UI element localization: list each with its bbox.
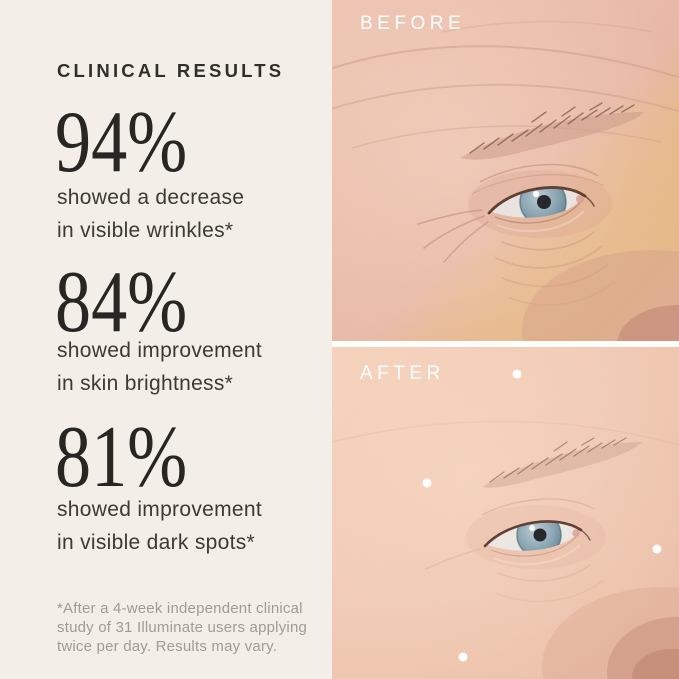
stat-desc-line: in visible dark spots* bbox=[57, 531, 256, 554]
stat-desc-line: in skin brightness* bbox=[57, 372, 234, 395]
stat-value-wrinkles: 94% bbox=[55, 94, 188, 191]
stat-value-brightness: 84% bbox=[55, 254, 188, 351]
footnote-line: *After a 4-week independent clinical bbox=[57, 600, 303, 617]
footnote: *After a 4-week independent clinical stu… bbox=[57, 599, 307, 656]
after-eye-illustration bbox=[332, 347, 679, 679]
sparkle-dot-icon bbox=[512, 369, 522, 379]
results-panel: CLINICAL RESULTS 94% showed a decrease i… bbox=[0, 0, 332, 679]
panel-heading: CLINICAL RESULTS bbox=[57, 60, 285, 81]
stat-desc-brightness: showed improvement in skin brightness* bbox=[57, 334, 262, 400]
before-photo: BEFORE bbox=[332, 0, 679, 341]
sparkle-dot-icon bbox=[458, 652, 468, 662]
stat-desc-line: showed improvement bbox=[57, 339, 262, 362]
sparkle-dots bbox=[332, 347, 679, 679]
footnote-line: study of 31 Illuminate users applying bbox=[57, 619, 308, 636]
after-label: AFTER bbox=[360, 363, 445, 384]
before-label: BEFORE bbox=[360, 13, 466, 34]
stat-value-dark-spots: 81% bbox=[55, 409, 188, 506]
stat-desc-wrinkles: showed a decrease in visible wrinkles* bbox=[57, 181, 244, 247]
after-photo: AFTER bbox=[332, 347, 679, 679]
stat-desc-line: in visible wrinkles* bbox=[57, 219, 234, 242]
stat-desc-dark-spots: showed improvement in visible dark spots… bbox=[57, 493, 262, 559]
sparkle-dot-icon bbox=[652, 544, 662, 554]
footnote-line: twice per day. Results may vary. bbox=[57, 638, 278, 655]
photo-divider bbox=[332, 341, 679, 347]
sparkle-dot-icon bbox=[422, 478, 432, 488]
before-eye-illustration bbox=[332, 0, 679, 341]
stat-desc-line: showed improvement bbox=[57, 498, 262, 521]
stat-desc-line: showed a decrease bbox=[57, 186, 245, 209]
